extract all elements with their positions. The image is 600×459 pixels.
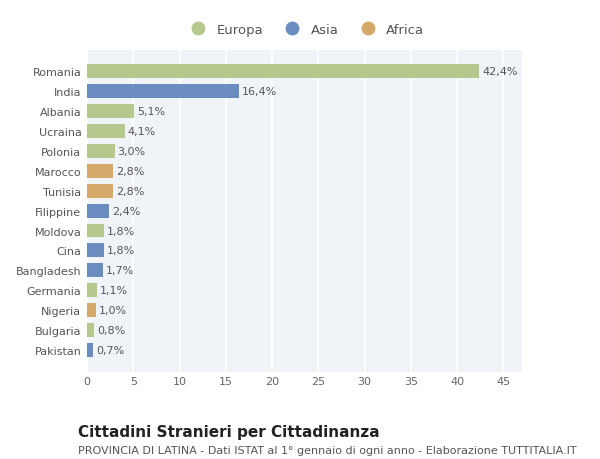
Text: 1,0%: 1,0% bbox=[99, 306, 127, 315]
Bar bbox=[87, 224, 104, 238]
Bar bbox=[87, 85, 239, 99]
Legend: Europa, Asia, Africa: Europa, Asia, Africa bbox=[179, 18, 430, 42]
Bar bbox=[87, 185, 113, 198]
Bar bbox=[87, 284, 97, 297]
Text: 2,8%: 2,8% bbox=[116, 186, 144, 196]
Text: 5,1%: 5,1% bbox=[137, 107, 165, 117]
Bar bbox=[87, 145, 115, 158]
Text: 0,8%: 0,8% bbox=[97, 325, 125, 336]
Bar bbox=[87, 65, 479, 79]
Text: 0,7%: 0,7% bbox=[96, 345, 125, 355]
Bar bbox=[87, 343, 94, 357]
Bar bbox=[87, 164, 113, 179]
Text: 42,4%: 42,4% bbox=[482, 67, 518, 77]
Bar bbox=[87, 264, 103, 278]
Text: 1,8%: 1,8% bbox=[106, 246, 134, 256]
Bar bbox=[87, 244, 104, 258]
Text: PROVINCIA DI LATINA - Dati ISTAT al 1° gennaio di ogni anno - Elaborazione TUTTI: PROVINCIA DI LATINA - Dati ISTAT al 1° g… bbox=[78, 445, 577, 455]
Text: 1,8%: 1,8% bbox=[106, 226, 134, 236]
Text: 1,7%: 1,7% bbox=[106, 266, 134, 276]
Text: 16,4%: 16,4% bbox=[242, 87, 277, 97]
Text: 1,1%: 1,1% bbox=[100, 285, 128, 296]
Text: 2,4%: 2,4% bbox=[112, 206, 140, 216]
Text: 4,1%: 4,1% bbox=[128, 127, 156, 137]
Text: Cittadini Stranieri per Cittadinanza: Cittadini Stranieri per Cittadinanza bbox=[78, 425, 380, 440]
Bar bbox=[87, 324, 94, 337]
Bar bbox=[87, 303, 96, 318]
Bar bbox=[87, 125, 125, 139]
Bar bbox=[87, 105, 134, 119]
Bar bbox=[87, 204, 109, 218]
Text: 2,8%: 2,8% bbox=[116, 167, 144, 176]
Text: 3,0%: 3,0% bbox=[118, 146, 146, 157]
